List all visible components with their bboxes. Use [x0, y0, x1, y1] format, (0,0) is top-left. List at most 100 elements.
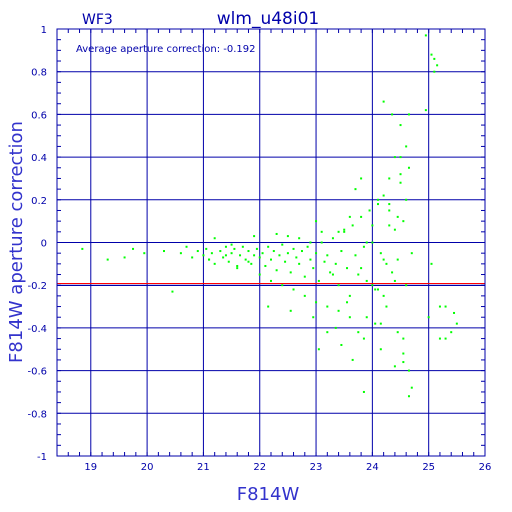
corner-label: WF3: [82, 12, 113, 28]
data-point: [374, 322, 377, 325]
data-point: [393, 228, 396, 231]
data-point: [424, 109, 427, 112]
data-point: [275, 269, 278, 272]
data-point: [309, 258, 312, 261]
x-tick-label: 23: [310, 462, 323, 473]
data-point: [267, 245, 270, 248]
data-point: [312, 316, 315, 319]
data-point: [196, 250, 199, 253]
y-tick-label: 0.6: [31, 110, 47, 121]
data-point: [320, 230, 323, 233]
y-tick-label: 0: [41, 239, 47, 250]
data-point: [292, 247, 295, 250]
y-tick-label: -0.8: [27, 409, 47, 420]
data-point: [230, 252, 233, 255]
y-axis-label: F814W aperture correction: [6, 121, 27, 363]
data-point: [357, 273, 360, 276]
data-point: [377, 198, 379, 201]
data-point: [191, 256, 194, 259]
data-point: [208, 258, 211, 261]
data-point: [213, 262, 216, 265]
data-point: [210, 252, 213, 255]
data-point: [224, 254, 227, 257]
data-point: [281, 284, 284, 287]
data-point: [388, 224, 391, 227]
data-point: [438, 305, 441, 308]
data-point: [360, 267, 363, 270]
data-point: [329, 271, 332, 274]
data-point: [365, 316, 368, 319]
data-point: [379, 322, 382, 325]
data-point: [326, 331, 329, 334]
data-point: [298, 262, 301, 265]
data-point: [267, 305, 270, 308]
data-point: [272, 250, 275, 253]
data-point: [171, 290, 174, 293]
data-point: [396, 331, 399, 334]
data-point: [354, 188, 357, 191]
data-point: [379, 348, 382, 351]
data-point: [289, 309, 292, 312]
data-point: [382, 194, 385, 197]
data-point: [382, 100, 385, 103]
data-point: [433, 57, 436, 60]
x-tick-label: 25: [422, 462, 435, 473]
y-tick-label: 0.8: [31, 68, 47, 79]
data-point: [250, 262, 253, 265]
data-point: [281, 243, 284, 246]
data-point: [377, 203, 379, 206]
data-point: [407, 395, 410, 398]
x-tick-label: 22: [253, 462, 266, 473]
data-point: [354, 254, 357, 257]
data-point: [224, 245, 227, 248]
y-tick-label: 0.4: [31, 153, 47, 164]
data-point: [402, 361, 405, 364]
x-tick-label: 19: [84, 462, 97, 473]
data-point: [270, 258, 272, 261]
data-point: [132, 247, 135, 250]
data-point: [205, 247, 208, 250]
x-axis-label: F814W: [237, 484, 300, 505]
data-point: [303, 294, 306, 297]
data-point: [405, 145, 408, 148]
data-point: [393, 365, 396, 368]
data-point: [357, 331, 360, 334]
data-point: [315, 220, 318, 223]
data-points: [81, 34, 458, 398]
data-point: [286, 252, 289, 255]
data-point: [258, 256, 261, 259]
data-point: [405, 284, 408, 287]
data-point: [453, 311, 456, 314]
x-tick-label: 26: [479, 462, 492, 473]
data-point: [391, 113, 394, 116]
data-point: [388, 177, 391, 180]
y-tick-labels: -1 -0.8 -0.6 -0.4 -0.2 0 0.2 0.4 0.6 0.8 1: [27, 25, 47, 463]
chart-annotation: Average aperture correction: -0.192: [76, 44, 256, 55]
data-point: [264, 264, 267, 267]
data-point: [351, 358, 354, 361]
data-point: [230, 243, 233, 246]
data-point: [444, 305, 447, 308]
data-point: [179, 252, 182, 255]
data-point: [143, 252, 146, 255]
data-point: [331, 237, 334, 240]
data-point: [424, 34, 427, 37]
data-point: [362, 245, 365, 248]
y-tick-label: 0.2: [31, 196, 47, 207]
data-point: [253, 235, 256, 238]
data-point: [337, 284, 340, 287]
data-point: [315, 252, 318, 255]
chart-title: wlm_u48i01: [217, 9, 319, 29]
data-point: [393, 156, 396, 159]
data-point: [388, 203, 391, 206]
data-point: [427, 316, 430, 319]
data-point: [81, 247, 84, 250]
data-point: [450, 331, 453, 334]
data-point: [278, 254, 281, 257]
data-point: [300, 250, 303, 253]
x-tick-labels: 19 20 21 22 23 24 25 26: [84, 462, 491, 473]
data-point: [306, 245, 309, 248]
data-point: [430, 53, 433, 56]
data-point: [405, 198, 408, 201]
